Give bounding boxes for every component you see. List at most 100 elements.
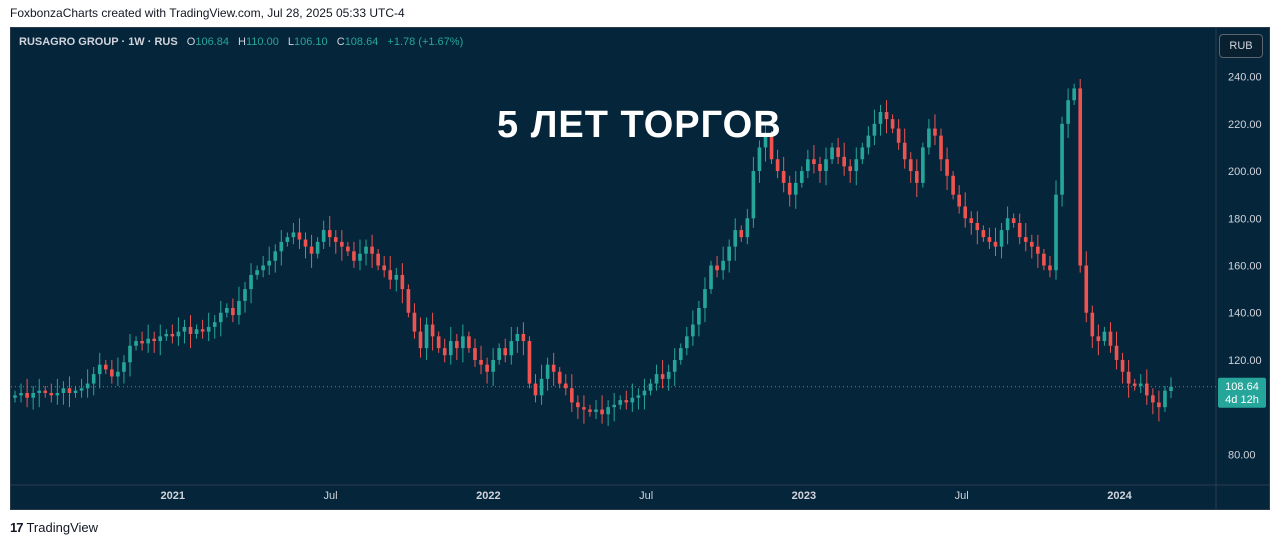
x-tick-label: 2023 — [792, 490, 816, 502]
tradingview-logo-icon: 17 — [10, 520, 24, 535]
candle-body — [49, 393, 54, 396]
y-tick-label: 120.00 — [1228, 355, 1262, 367]
price-chart[interactable]: 80.00 120.00 140.00 160.00 180.00 200.00 220.0… — [11, 28, 1269, 509]
candle-body — [1151, 395, 1155, 403]
candle-body — [878, 112, 883, 124]
candle-body — [412, 312, 417, 332]
candle-body — [182, 326, 187, 332]
brand-name: TradingView — [26, 520, 99, 535]
candle-body — [939, 135, 943, 160]
candle-body — [987, 237, 992, 242]
candle-body — [757, 147, 762, 172]
candle-body — [582, 407, 586, 410]
candle-body — [273, 251, 278, 261]
y-tick-label: 80.00 — [1228, 449, 1256, 461]
candle-body — [340, 241, 344, 247]
candle-body — [618, 400, 623, 405]
candle-body — [806, 159, 810, 172]
candle-body — [957, 194, 961, 207]
candle-body — [787, 182, 792, 195]
candle-body — [576, 402, 580, 408]
candle-body — [745, 218, 750, 238]
candle-body — [824, 159, 828, 172]
candle-body — [1169, 386, 1173, 392]
x-tick-label: 2022 — [476, 490, 500, 502]
candle-body — [225, 308, 229, 313]
candle-body — [908, 159, 913, 172]
candle-body — [376, 253, 380, 266]
candle-body — [606, 407, 610, 415]
candle-body — [1084, 265, 1089, 313]
y-tick-label: 200.00 — [1228, 166, 1262, 178]
candle-body — [122, 362, 126, 372]
currency-button[interactable]: RUB — [1219, 34, 1263, 58]
candle-body — [1078, 88, 1083, 266]
candle-body — [914, 171, 919, 183]
candle-body — [1163, 390, 1167, 408]
candle-body — [951, 175, 955, 195]
candle-body — [509, 341, 514, 356]
candle-body — [73, 390, 78, 393]
candle-body — [212, 322, 217, 327]
candle-body — [981, 230, 986, 238]
candle-body — [763, 135, 768, 148]
price-tag-value: 108.64 — [1225, 381, 1259, 393]
candle-body — [31, 393, 35, 398]
high-value: 110.00 — [246, 36, 279, 48]
candle-body — [479, 359, 483, 365]
candle-body — [933, 128, 937, 136]
candle-body — [497, 348, 502, 360]
price-tag-background — [1218, 377, 1266, 408]
low-key: L — [287, 36, 295, 48]
x-tick-label: 2021 — [161, 490, 185, 502]
candle-body — [1102, 331, 1107, 342]
candle-body — [442, 348, 447, 356]
x-tick-label: Jul — [324, 490, 338, 502]
candle-body — [781, 171, 786, 183]
candle-body — [884, 112, 889, 120]
candle-body — [140, 341, 144, 344]
chart-caption: FoxbonzaCharts created with TradingView.… — [10, 6, 405, 20]
candle-body — [654, 374, 659, 384]
candle-body — [594, 409, 598, 412]
candle-body — [352, 251, 356, 261]
candle-body — [1036, 246, 1040, 254]
candle-body — [539, 378, 544, 396]
candle-body — [13, 395, 17, 398]
candle-body — [769, 135, 774, 160]
candle-body — [461, 336, 465, 349]
candle-body — [672, 359, 677, 372]
candle-body — [406, 289, 411, 313]
candle-body — [600, 409, 604, 415]
price-tag-countdown: 4d 12h — [1225, 394, 1259, 406]
candle-body — [739, 230, 744, 238]
candle-body — [291, 232, 296, 238]
candle-body — [921, 147, 925, 183]
candle-body — [896, 128, 901, 143]
chart-frame[interactable]: 80.00 120.00 140.00 160.00 180.00 200.00 220.0… — [10, 27, 1270, 510]
close-value: 108.64 — [344, 36, 379, 48]
candle-body — [61, 388, 66, 393]
y-tick-label: 240.00 — [1228, 72, 1262, 84]
candle-body — [775, 159, 780, 172]
candle-body — [249, 274, 253, 290]
tradingview-brand[interactable]: 17 TradingView — [10, 520, 98, 535]
candle-body — [1023, 237, 1028, 242]
candle-body — [890, 119, 895, 129]
candle-body — [110, 369, 114, 377]
candle-body — [394, 274, 399, 280]
candle-body — [164, 333, 169, 337]
candle-body — [243, 289, 247, 301]
candle-body — [678, 348, 683, 360]
symbol-label[interactable]: RUSAGRO GROUP · 1W · RUS — [19, 36, 178, 48]
candle-body — [1054, 194, 1058, 271]
candle-body — [200, 329, 205, 332]
candle-body — [79, 388, 84, 391]
candle-body — [67, 388, 72, 393]
y-tick-label: 140.00 — [1228, 308, 1262, 320]
high-key: H — [238, 36, 246, 48]
candle-body — [854, 159, 859, 172]
candle-body — [1011, 218, 1016, 223]
candle-body — [563, 383, 568, 389]
candle-body — [116, 371, 120, 377]
